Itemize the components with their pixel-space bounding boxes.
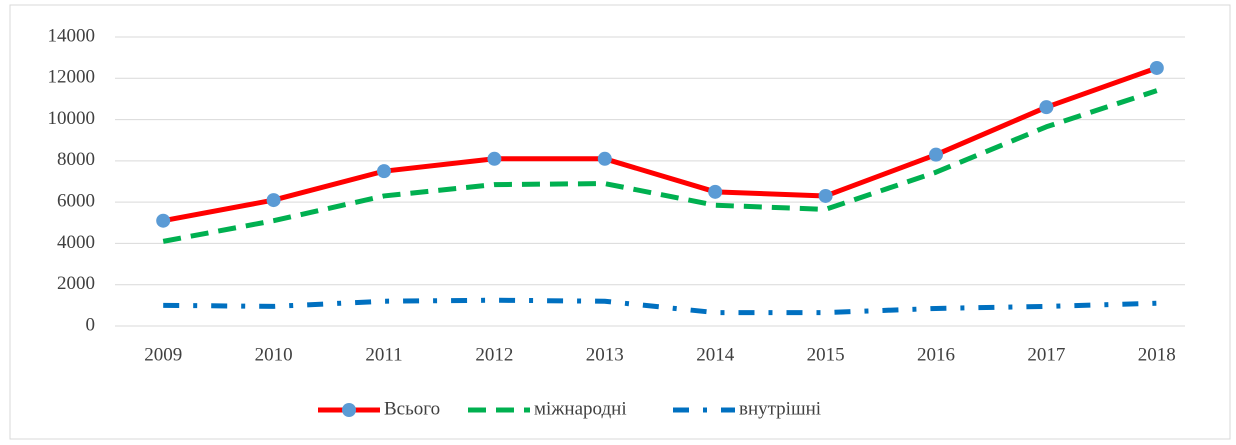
series-line bbox=[162, 88, 1158, 244]
y-tick-label: 4000 bbox=[57, 232, 95, 253]
x-tick-label: 2018 bbox=[1138, 344, 1176, 365]
x-tick-label: 2013 bbox=[586, 344, 624, 365]
x-tick-label: 2017 bbox=[1027, 344, 1065, 365]
chart-border bbox=[9, 4, 1231, 440]
series-marker bbox=[708, 184, 723, 199]
series-marker bbox=[487, 151, 502, 166]
series-marker bbox=[597, 151, 612, 166]
x-tick-label: 2016 bbox=[917, 344, 955, 365]
x-tick-label: 2012 bbox=[475, 344, 513, 365]
legend-marker bbox=[342, 403, 356, 417]
series-marker bbox=[156, 213, 171, 228]
y-tick-label: 8000 bbox=[57, 149, 95, 170]
legend-label: міжнародні bbox=[534, 398, 627, 419]
series-marker bbox=[1149, 60, 1164, 75]
series-line bbox=[163, 297, 1157, 316]
series-marker bbox=[266, 193, 281, 208]
legend-label: Всього bbox=[384, 398, 440, 419]
x-tick-label: 2015 bbox=[807, 344, 845, 365]
x-tick-label: 2010 bbox=[255, 344, 293, 365]
y-tick-label: 12000 bbox=[48, 67, 96, 88]
series-line bbox=[162, 65, 1158, 224]
y-tick-label: 14000 bbox=[48, 25, 96, 46]
y-tick-label: 10000 bbox=[48, 108, 96, 129]
series-marker bbox=[377, 164, 391, 179]
x-tick-label: 2011 bbox=[365, 344, 402, 365]
x-tick-label: 2009 bbox=[144, 344, 182, 365]
y-tick-label: 6000 bbox=[57, 191, 95, 212]
series-marker bbox=[818, 188, 833, 203]
legend-label: внутрішні bbox=[739, 398, 821, 419]
series-marker bbox=[929, 147, 943, 162]
series-marker bbox=[1039, 100, 1054, 115]
x-tick-label: 2014 bbox=[696, 344, 735, 365]
y-tick-label: 0 bbox=[86, 314, 96, 335]
y-tick-label: 2000 bbox=[57, 273, 95, 294]
